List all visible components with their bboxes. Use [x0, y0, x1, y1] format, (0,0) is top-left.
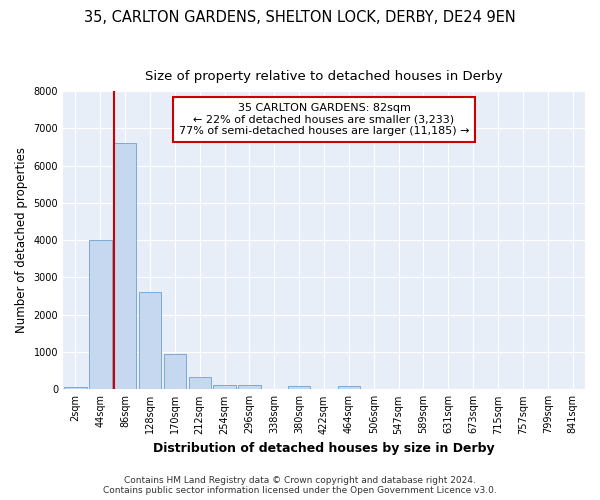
Bar	[188, 378, 211, 390]
Bar	[64, 386, 86, 390]
Text: 35, CARLTON GARDENS, SHELTON LOCK, DERBY, DE24 9EN: 35, CARLTON GARDENS, SHELTON LOCK, DERBY…	[84, 10, 516, 25]
Bar	[338, 386, 360, 390]
Text: Contains HM Land Registry data © Crown copyright and database right 2024.
Contai: Contains HM Land Registry data © Crown c…	[103, 476, 497, 495]
Bar	[114, 144, 136, 390]
Bar	[164, 354, 186, 390]
Bar	[288, 386, 310, 390]
Bar	[238, 385, 260, 390]
Y-axis label: Number of detached properties: Number of detached properties	[15, 147, 28, 333]
Text: 35 CARLTON GARDENS: 82sqm
← 22% of detached houses are smaller (3,233)
77% of se: 35 CARLTON GARDENS: 82sqm ← 22% of detac…	[179, 103, 469, 136]
Bar	[139, 292, 161, 390]
Bar	[89, 240, 112, 390]
Title: Size of property relative to detached houses in Derby: Size of property relative to detached ho…	[145, 70, 503, 83]
X-axis label: Distribution of detached houses by size in Derby: Distribution of detached houses by size …	[153, 442, 495, 455]
Bar	[214, 385, 236, 390]
